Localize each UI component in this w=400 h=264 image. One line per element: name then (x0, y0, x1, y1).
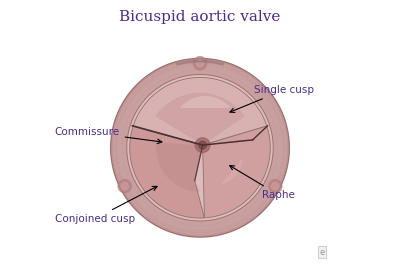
Polygon shape (180, 96, 231, 108)
Circle shape (195, 138, 210, 153)
Polygon shape (133, 77, 267, 145)
Polygon shape (127, 74, 273, 221)
Text: e: e (320, 248, 325, 257)
Circle shape (118, 180, 131, 193)
Polygon shape (203, 126, 270, 218)
Text: Commissure: Commissure (54, 127, 162, 144)
Polygon shape (155, 93, 245, 145)
Circle shape (199, 141, 206, 149)
Polygon shape (130, 126, 204, 218)
Text: Single cusp: Single cusp (230, 85, 314, 112)
Circle shape (269, 180, 282, 193)
Circle shape (121, 182, 128, 190)
Polygon shape (156, 143, 203, 192)
Polygon shape (220, 158, 243, 185)
Text: Raphe: Raphe (230, 166, 295, 200)
Circle shape (272, 182, 279, 190)
Text: Conjoined cusp: Conjoined cusp (55, 186, 157, 224)
Text: Bicuspid aortic valve: Bicuspid aortic valve (119, 10, 281, 24)
Polygon shape (111, 58, 289, 237)
Circle shape (196, 59, 204, 67)
Circle shape (194, 57, 206, 70)
